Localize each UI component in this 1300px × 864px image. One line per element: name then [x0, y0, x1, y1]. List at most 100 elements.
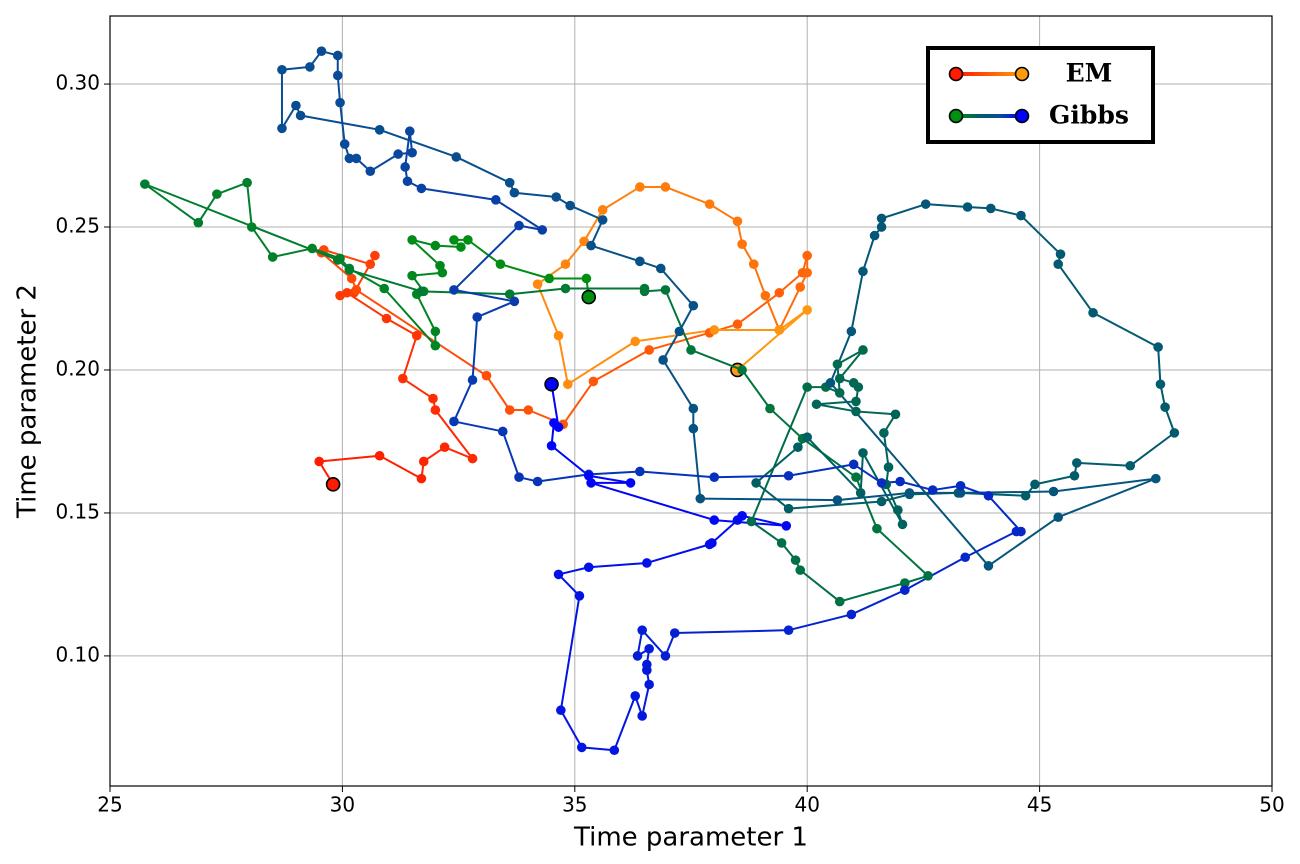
trajectory-point: [737, 239, 747, 249]
trajectory-point: [748, 259, 759, 269]
trajectory-segment: [379, 128, 457, 158]
trajectory-point: [467, 375, 478, 385]
trajectory-point: [339, 139, 350, 149]
trajectory-point: [783, 503, 794, 514]
trajectory-point: [709, 325, 720, 335]
trajectory-point: [581, 273, 592, 284]
trajectory-segment: [1129, 432, 1175, 467]
trajectory-segment: [862, 235, 876, 272]
trajectory-segment: [569, 204, 604, 221]
trajectory-segment: [476, 300, 515, 319]
trajectory-point: [407, 147, 417, 158]
trajectory-segment: [144, 183, 339, 261]
trajectory-point: [379, 283, 390, 294]
trajectory-point: [1011, 526, 1022, 537]
trajectory-segment: [736, 291, 780, 326]
trajectory-point: [834, 388, 845, 398]
trajectory-point: [609, 745, 620, 756]
trajectory-point: [920, 199, 931, 209]
trajectory-point: [1071, 458, 1082, 468]
trajectory-point: [802, 250, 812, 261]
trajectory-point: [523, 405, 534, 415]
trajectory-point: [428, 393, 438, 404]
trajectory-point: [563, 379, 573, 390]
trajectory-point: [344, 265, 355, 275]
trajectory-segment: [421, 187, 496, 201]
trajectory-point: [430, 240, 441, 251]
trajectory-point: [732, 319, 743, 330]
trajectory-point: [869, 230, 880, 241]
x-tick-label: 40: [794, 793, 819, 817]
trajectory-segment: [806, 436, 862, 494]
trajectory-point: [430, 326, 441, 337]
trajectory-point: [1088, 307, 1098, 318]
trajectory-point: [1125, 460, 1136, 471]
trajectory-point: [825, 378, 836, 388]
trajectory-segment: [557, 573, 581, 597]
trajectory-segment: [964, 530, 1017, 559]
trajectory-point: [449, 235, 459, 245]
trajectory-point: [553, 330, 564, 341]
y-tick-label: 0.15: [55, 499, 100, 523]
trajectory-point: [637, 625, 647, 635]
trajectory-segment: [537, 263, 567, 286]
trajectory-point: [467, 453, 478, 464]
trajectory-segment: [778, 286, 802, 331]
trajectory-point: [900, 585, 910, 595]
trajectory-segment: [550, 444, 590, 477]
trajectory-point: [639, 286, 650, 297]
trajectory-segment: [557, 335, 569, 385]
trajectory-point: [802, 267, 812, 278]
legend-marker: [948, 66, 964, 82]
trajectory-point: [504, 177, 515, 188]
trajectory-point: [439, 442, 450, 452]
trajectory-point: [277, 123, 287, 134]
trajectory-segment: [581, 746, 615, 752]
legend-label: Gibbs: [1049, 101, 1129, 130]
trajectory-point: [851, 406, 861, 417]
trajectory-segment: [144, 183, 199, 224]
trajectory-segment: [415, 293, 437, 332]
trajectory-point: [416, 286, 427, 297]
trajectory-segment: [711, 519, 739, 544]
trajectory-point: [193, 217, 204, 228]
trajectory-point: [834, 373, 845, 384]
trajectory-segment: [509, 287, 566, 296]
trajectory-segment: [816, 400, 857, 406]
trajectory-segment: [925, 203, 968, 208]
trajectory-segment: [592, 349, 650, 383]
trajectory-segment: [272, 247, 313, 259]
trajectory-point: [955, 488, 966, 498]
trajectory-segment: [662, 330, 681, 361]
x-tick-label: 45: [1027, 793, 1052, 817]
trajectory-segment: [741, 369, 771, 410]
trajectory-point: [532, 279, 543, 289]
trajectory-segment: [646, 543, 710, 564]
trajectory-segment: [1053, 477, 1156, 493]
trajectory-point: [955, 480, 966, 491]
trajectory-point: [546, 440, 557, 451]
trajectory-point: [583, 562, 594, 573]
trajectory-point: [504, 405, 515, 415]
trajectory-point: [834, 596, 845, 607]
trajectory-point: [642, 665, 652, 675]
trajectory-segment: [562, 380, 595, 425]
y-axis-label: Time parameter 2: [13, 284, 43, 519]
y-tick-label: 0.30: [55, 71, 100, 95]
trajectory-point: [669, 628, 680, 638]
trajectory-point: [574, 591, 585, 601]
trajectory-point: [532, 476, 543, 487]
trajectory-segment: [453, 224, 520, 291]
trajectory-point: [514, 220, 524, 231]
trajectory-segment: [850, 271, 864, 332]
trajectory-point: [1151, 473, 1161, 484]
trajectory-point: [497, 426, 508, 437]
trajectory-segment: [559, 709, 583, 748]
trajectory-point: [853, 382, 864, 392]
trajectory-point: [393, 149, 403, 159]
y-tick-label: 0.10: [55, 642, 100, 666]
trajectory-segment: [246, 182, 253, 228]
trajectory-point: [504, 289, 515, 300]
trajectory-point: [576, 742, 587, 753]
trajectory-point: [351, 285, 362, 295]
